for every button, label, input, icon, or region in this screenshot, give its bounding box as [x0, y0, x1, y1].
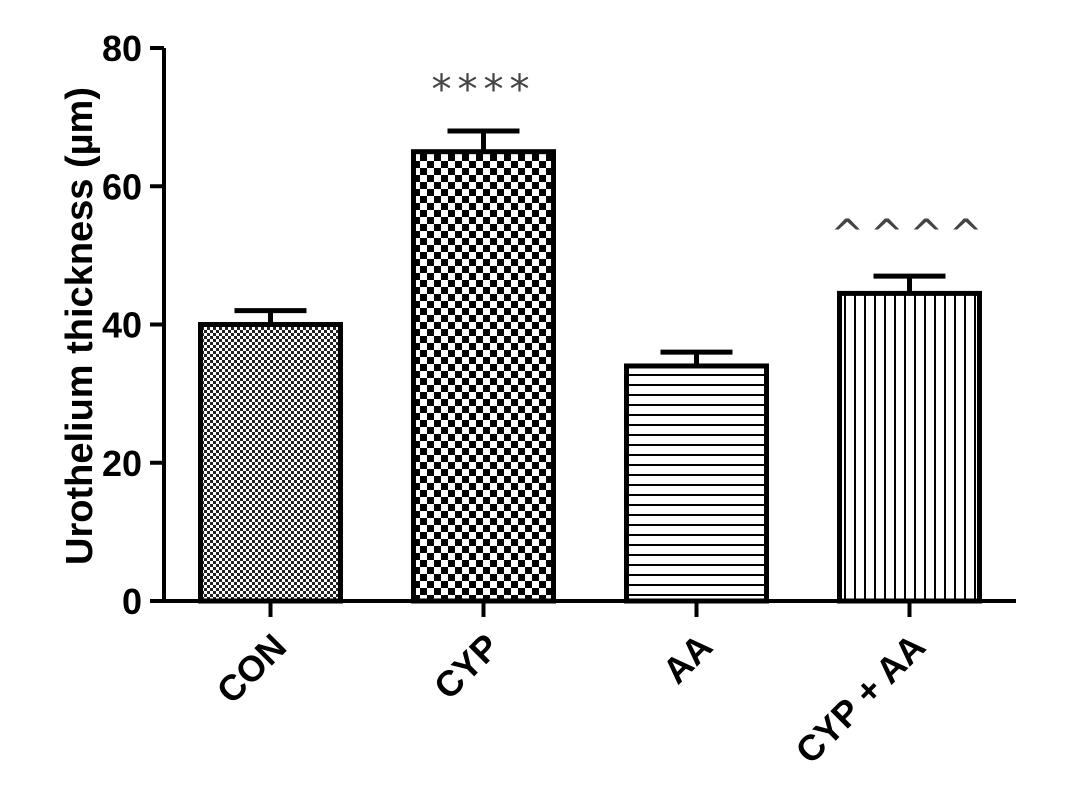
significance-label: ****: [432, 67, 536, 113]
bar-con: [198, 322, 343, 604]
x-axis-ticks: CON CYP AA CYP + AA: [209, 601, 933, 772]
annotations-group: **** ^^^^: [432, 67, 988, 258]
y-tick-label: 80: [102, 28, 142, 69]
y-tick-label: 0: [122, 581, 142, 622]
significance-label: ^^^^: [830, 212, 988, 258]
x-tick-label: CYP + AA: [787, 626, 933, 772]
bars-group: [198, 149, 982, 604]
y-tick-label: 40: [102, 305, 142, 346]
x-tick-label: CYP: [426, 626, 507, 707]
bar-cyp: [411, 149, 556, 604]
bar-aa: [624, 363, 769, 604]
error-bars-group: [234, 128, 946, 366]
y-tick-label: 60: [102, 166, 142, 207]
bar-cyp-aa: [837, 290, 982, 604]
x-tick-label: AA: [654, 626, 720, 692]
y-tick-label: 20: [102, 443, 142, 484]
y-axis-title: Urothelium thickness (µm): [59, 87, 101, 565]
x-tick-label: CON: [209, 626, 295, 712]
y-axis-ticks: 0 20 40 60 80: [102, 28, 164, 622]
